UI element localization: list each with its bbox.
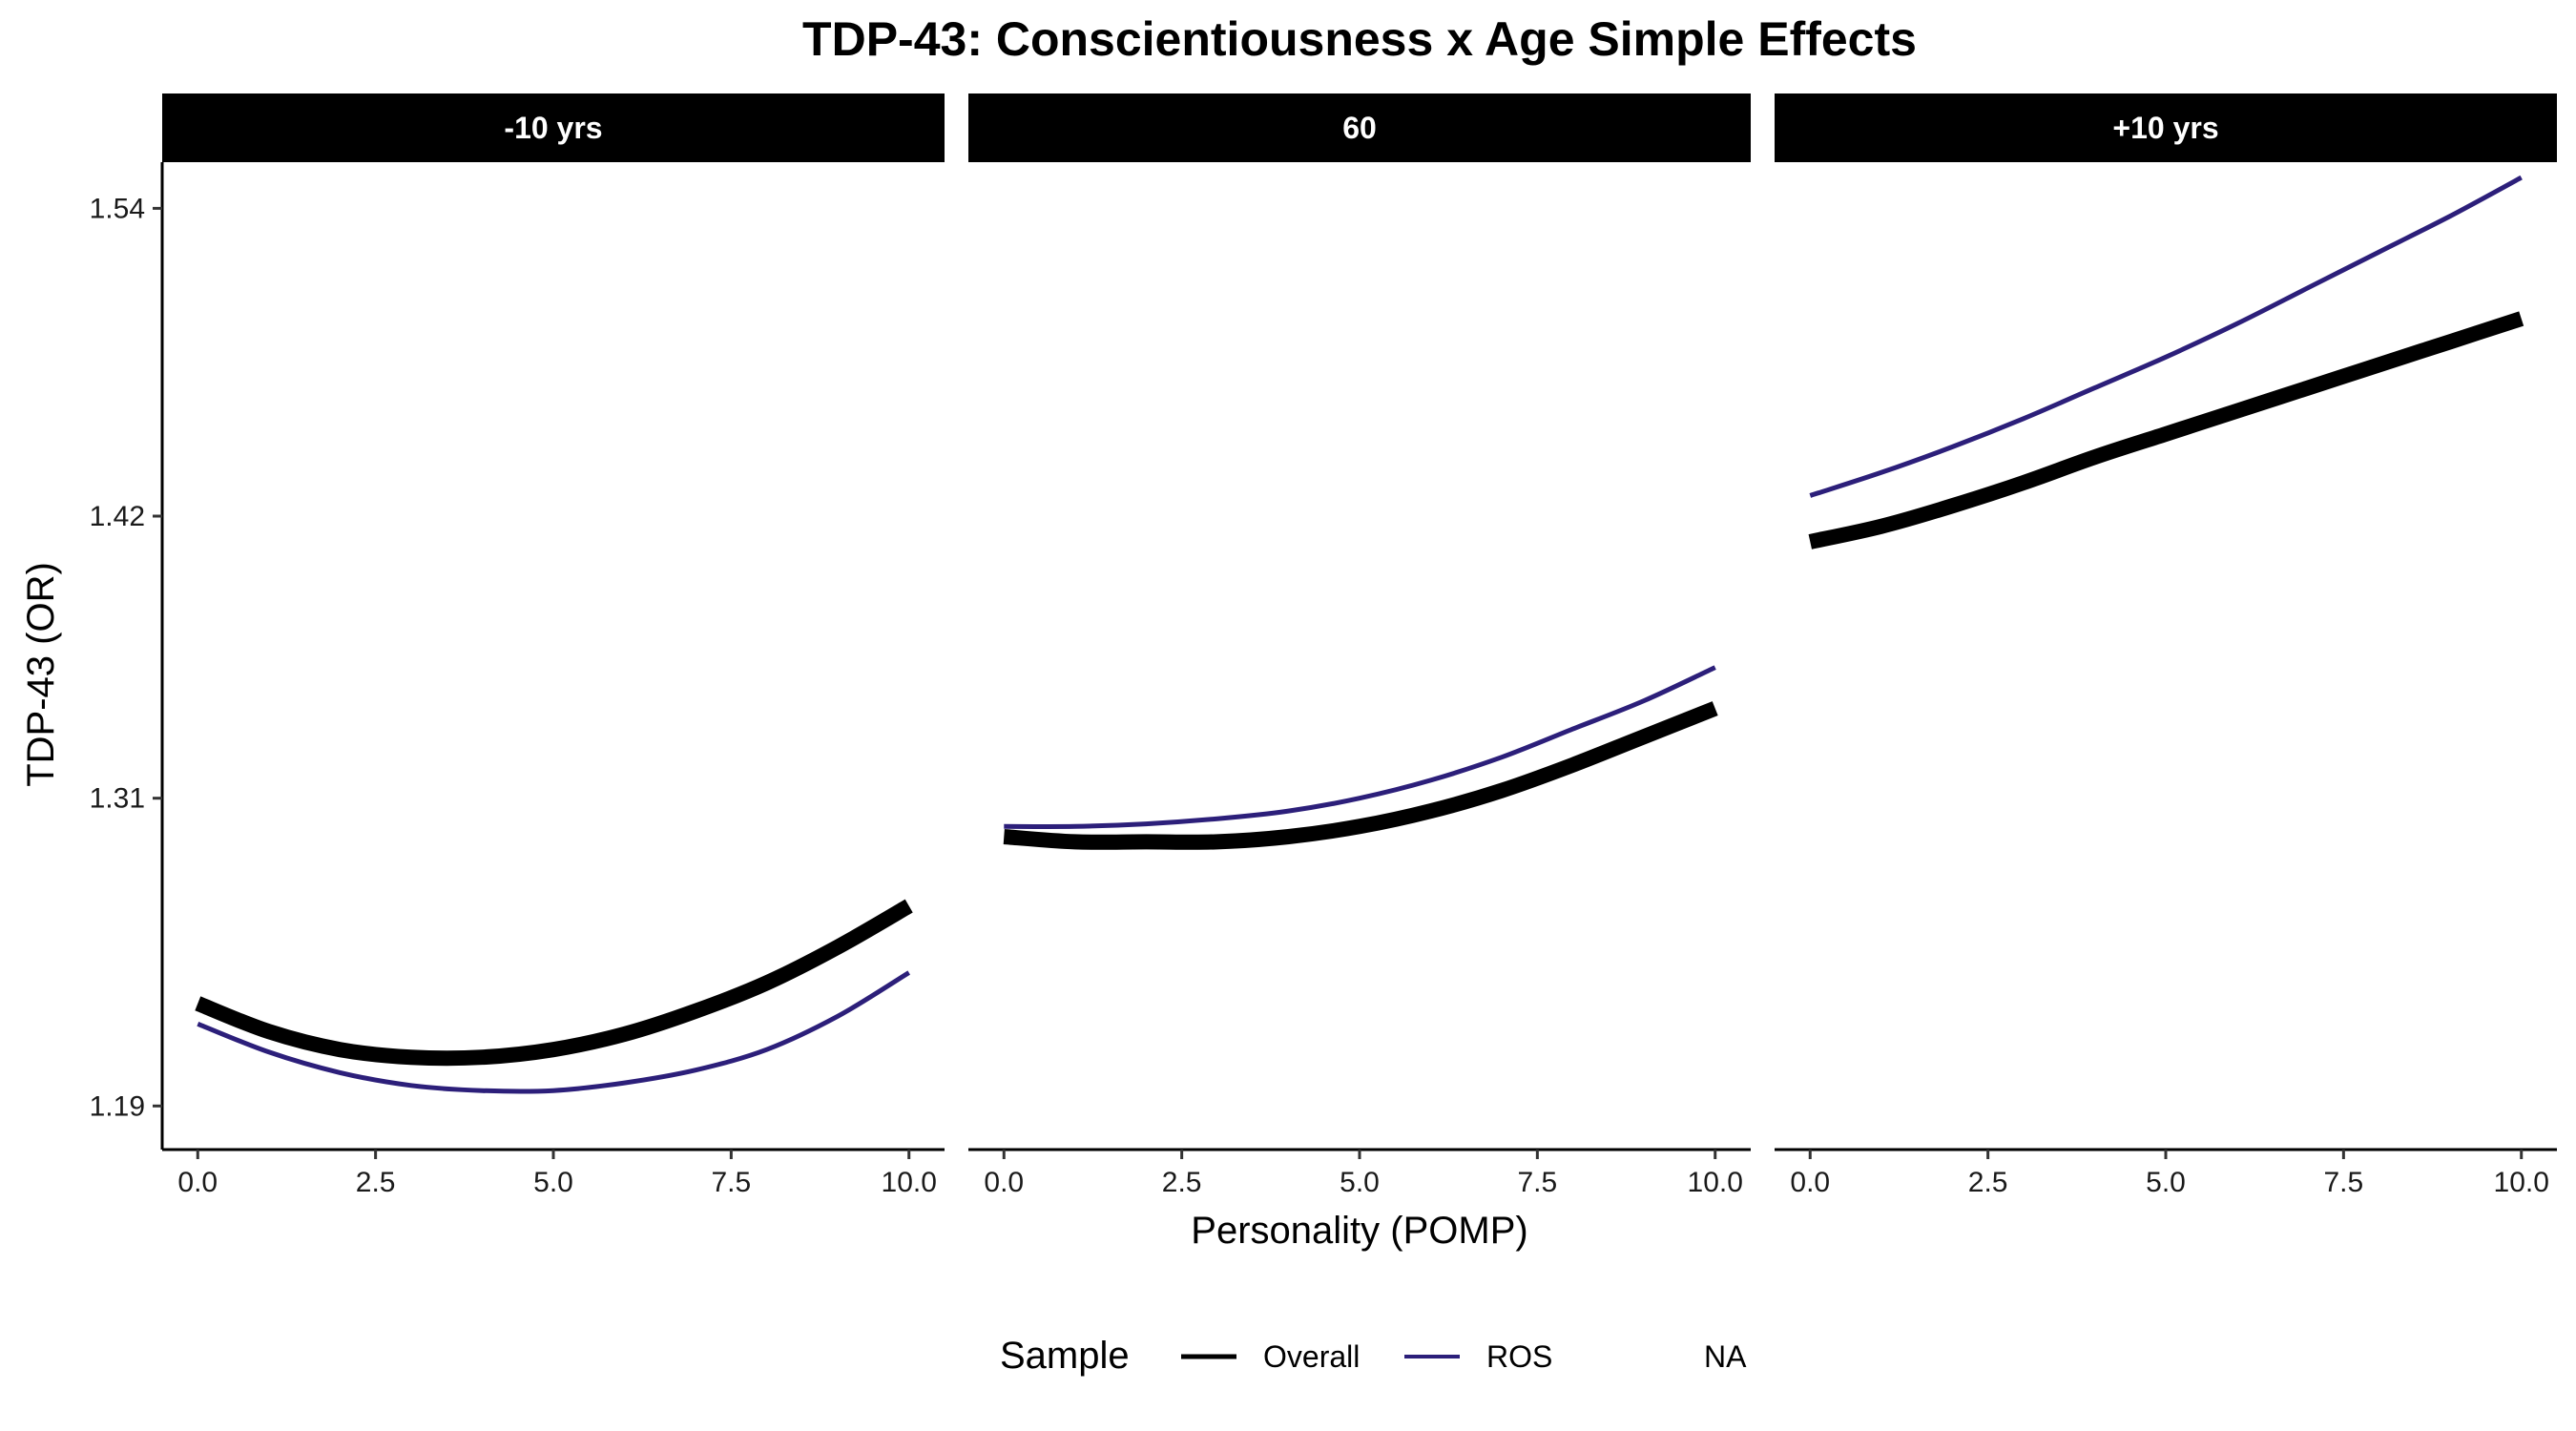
chart-title: TDP-43: Conscientiousness x Age Simple E… (802, 12, 1917, 66)
x-tick-label: 0.0 (1790, 1167, 1830, 1198)
legend-entry: Overall (1181, 1339, 1360, 1374)
x-axis-title: Personality (POMP) (1191, 1210, 1527, 1252)
series-line-overall (1808, 311, 2524, 550)
facet-strip (162, 93, 945, 162)
x-tick-label: 5.0 (1340, 1167, 1380, 1198)
x-tick-label: 2.5 (356, 1167, 396, 1198)
x-tick-label: 7.5 (1518, 1167, 1558, 1198)
series-line-ros (197, 970, 911, 1094)
legend-entry: ROS (1404, 1339, 1552, 1374)
y-tick-label: 1.54 (90, 193, 145, 224)
legend-title: Sample (1000, 1335, 1130, 1377)
facet-panels: -10 yrs 0.0 2.5 5.0 7.5 10.0 1.19 1.31 1.42 1.54 6… (90, 93, 2557, 1198)
x-tick-label: 5.0 (2146, 1167, 2186, 1198)
x-tick-label: 0.0 (177, 1167, 218, 1198)
x-tick-label: 10.0 (1688, 1167, 1743, 1198)
x-tick-label: 10.0 (882, 1167, 937, 1198)
series-line-overall (195, 899, 913, 1067)
legend-label: NA (1704, 1339, 1747, 1374)
x-tick-label: 0.0 (984, 1167, 1024, 1198)
x-tick-label: 2.5 (1968, 1167, 2008, 1198)
series-line-overall (1003, 701, 1718, 850)
facet-strip-label: 60 (1342, 111, 1377, 145)
x-tick-label: 2.5 (1162, 1167, 1202, 1198)
facet-strip (1775, 93, 2557, 162)
x-tick-label: 7.5 (2324, 1167, 2364, 1198)
facet-strip (968, 93, 1751, 162)
legend-label: Overall (1263, 1339, 1360, 1374)
facet-panel-0: -10 yrs 0.0 2.5 5.0 7.5 10.0 1.19 1.31 1.42 1.54 (90, 93, 945, 1198)
series-line-ros (1809, 175, 2523, 498)
legend-label: ROS (1486, 1339, 1552, 1374)
legend-entry: NA (1704, 1339, 1747, 1374)
facet-strip-label: +10 yrs (2112, 111, 2218, 145)
x-tick-label: 10.0 (2494, 1167, 2549, 1198)
facet-panel-2: +10 yrs 0.0 2.5 5.0 7.5 10.0 (1775, 93, 2557, 1198)
y-tick-label: 1.42 (90, 501, 145, 532)
series-line-ros (1004, 665, 1716, 829)
facet-strip-label: -10 yrs (504, 111, 602, 145)
y-tick-label: 1.19 (90, 1090, 145, 1122)
x-tick-label: 5.0 (533, 1167, 573, 1198)
x-tick-label: 7.5 (712, 1167, 752, 1198)
y-tick-label: 1.31 (90, 783, 145, 815)
y-axis-title: TDP-43 (OR) (20, 562, 62, 787)
legend: Sample Overall ROS NA (1000, 1335, 1747, 1377)
facet-panel-1: 60 0.0 2.5 5.0 7.5 10.0 (968, 93, 1751, 1198)
